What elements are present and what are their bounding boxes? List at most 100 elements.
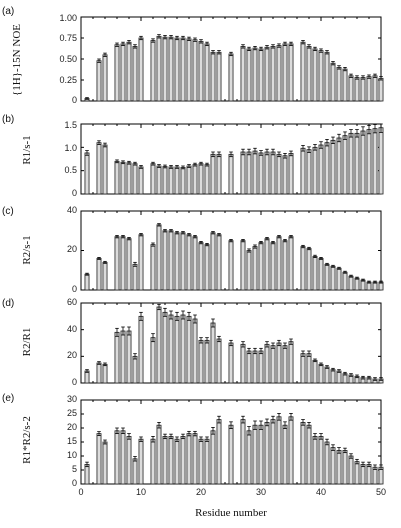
- bar: [162, 311, 168, 384]
- bar: [306, 353, 312, 384]
- bar: [300, 41, 306, 102]
- bar: [288, 152, 294, 195]
- bar: [330, 265, 336, 291]
- bar: [180, 314, 186, 384]
- bar: [312, 48, 318, 102]
- bar: [300, 246, 306, 291]
- bar: [102, 261, 108, 291]
- bar: [174, 166, 180, 195]
- bar: [378, 127, 384, 195]
- bar: [288, 43, 294, 102]
- bar: [114, 430, 120, 485]
- bar: [162, 435, 168, 485]
- bar: [198, 40, 204, 102]
- bar: [300, 353, 306, 384]
- bar: [336, 449, 342, 485]
- bar: [210, 232, 216, 291]
- bar: [84, 370, 90, 384]
- panel-label-a: (a): [2, 6, 14, 17]
- y-tick-label: 0: [72, 478, 77, 488]
- bar: [102, 54, 108, 102]
- bar: [360, 130, 366, 195]
- bar: [288, 236, 294, 291]
- bar: [240, 419, 246, 485]
- bar: [156, 424, 162, 485]
- panel-b: (b) R1/s-1 0 0.5 1.0 1.5: [2, 114, 384, 198]
- y-tick-label: 40: [67, 205, 77, 215]
- bar: [318, 435, 324, 485]
- bar: [174, 232, 180, 291]
- bar: [162, 166, 168, 195]
- x-tick-label: 50: [376, 487, 386, 497]
- bar: [126, 162, 132, 195]
- bar: [168, 230, 174, 291]
- y-tick-label: 15: [67, 436, 77, 446]
- bar: [288, 341, 294, 384]
- bar: [258, 350, 264, 384]
- bar: [210, 430, 216, 485]
- bar: [378, 77, 384, 102]
- bar: [168, 435, 174, 485]
- bar: [132, 458, 138, 485]
- bar: [228, 53, 234, 102]
- bar: [114, 44, 120, 102]
- bar: [246, 350, 252, 384]
- bar: [150, 40, 156, 102]
- bar: [132, 263, 138, 291]
- bar: [318, 363, 324, 384]
- bar: [114, 236, 120, 291]
- y-tick-label: 5: [72, 464, 77, 474]
- bar: [336, 267, 342, 291]
- y-ticks-a: 0 0.25 0.50 0.75 1.00: [59, 13, 77, 105]
- bar: [240, 240, 246, 291]
- bar: [138, 315, 144, 384]
- bar: [180, 435, 186, 485]
- bar: [312, 146, 318, 195]
- bar: [126, 435, 132, 485]
- bar: [186, 165, 192, 195]
- bar: [96, 362, 102, 384]
- bar: [306, 149, 312, 195]
- y-ticks-b: 0 0.5 1.0 1.5: [64, 120, 77, 198]
- bar: [210, 153, 216, 195]
- x-tick-label: 0: [78, 487, 83, 497]
- bar: [270, 419, 276, 485]
- y-tick-label: 10: [67, 450, 77, 460]
- panel-label-b: (b): [2, 114, 14, 125]
- bar: [180, 232, 186, 291]
- bar: [372, 75, 378, 102]
- bar: [324, 51, 330, 102]
- ylabel-c: R2/s-1: [21, 235, 33, 264]
- bar: [228, 342, 234, 384]
- bar: [138, 166, 144, 195]
- bar: [366, 463, 372, 485]
- y-tick-label: 20: [67, 244, 77, 254]
- bar: [312, 435, 318, 485]
- bar: [102, 363, 108, 384]
- y-tick-label: 0.50: [59, 54, 77, 64]
- bar: [204, 438, 210, 485]
- bar: [246, 48, 252, 102]
- bar: [192, 433, 198, 485]
- bar: [270, 151, 276, 195]
- bar: [246, 151, 252, 195]
- y-tick-label: 40: [67, 324, 77, 334]
- bar: [252, 350, 258, 384]
- bar: [336, 137, 342, 195]
- bar: [150, 244, 156, 291]
- y-tick-label: 20: [67, 422, 77, 432]
- bar: [156, 306, 162, 384]
- bar: [276, 416, 282, 485]
- bar: [264, 421, 270, 485]
- bar: [138, 37, 144, 102]
- bar: [282, 345, 288, 384]
- bar: [288, 416, 294, 485]
- bar: [240, 46, 246, 102]
- bar: [252, 47, 258, 102]
- bar: [138, 234, 144, 291]
- bar: [126, 330, 132, 384]
- bar: [102, 441, 108, 485]
- bar: [300, 421, 306, 485]
- bar: [156, 224, 162, 291]
- bar: [132, 355, 138, 384]
